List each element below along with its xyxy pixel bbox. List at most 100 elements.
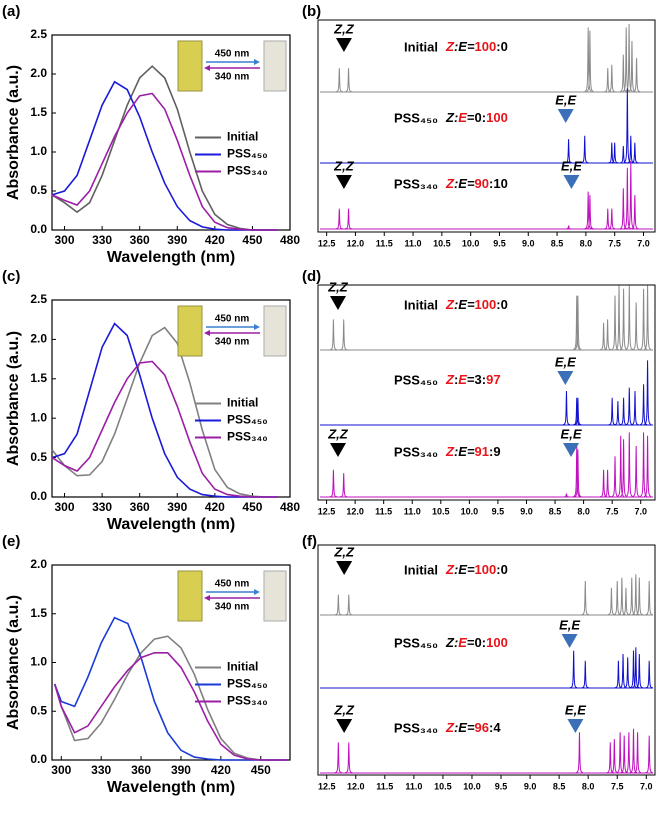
ratio-part: :E=: [454, 176, 475, 191]
trace-ratio: Z:E=96:4: [445, 720, 501, 735]
ratio-part: =0:: [467, 110, 486, 125]
nmr-peak: [643, 360, 652, 425]
x-tick-label: 360: [130, 233, 150, 247]
trace-name: PSS₄₅₀: [394, 635, 438, 650]
y-tick-label: 1.0: [30, 655, 47, 669]
marker-triangle: [329, 296, 346, 310]
ratio-part: =0:: [467, 635, 486, 650]
y-axis-title: Absorbance (a.u.): [5, 65, 22, 200]
nmr-peak: [606, 742, 614, 774]
plot-frame: [51, 34, 291, 231]
nmr-peak: [645, 735, 653, 774]
arrowhead: [204, 65, 210, 71]
absorbance-line: [51, 92, 278, 231]
y-tick-label: 1.5: [30, 606, 47, 620]
nmr-peak: [340, 473, 348, 498]
ratio-part: :0: [496, 562, 508, 577]
y-tick-label: 1.0: [30, 144, 47, 158]
nmr-peak: [570, 650, 578, 689]
x-tick-label: 360: [130, 500, 150, 514]
x-tick-label: 390: [171, 763, 191, 777]
y-tick-label: 0.5: [30, 703, 47, 717]
nmr-peak: [335, 68, 343, 93]
legend-label: Initial: [227, 660, 258, 674]
y-tick-label: 1.0: [30, 410, 47, 424]
nmr-peak: [619, 653, 627, 689]
y-tick-label: 0.5: [30, 450, 47, 464]
nmr-peak: [565, 139, 573, 164]
nmr-peak: [604, 469, 612, 498]
nmr-peak: [604, 68, 612, 93]
nmr-peak: [614, 401, 622, 426]
x-tick-label: 12.5: [318, 506, 336, 516]
inset-label: 450 nm: [215, 314, 250, 325]
nmr-peak: [619, 145, 627, 164]
x-tick-label: 12.5: [318, 238, 336, 248]
x-tick-label: 11.0: [405, 781, 422, 791]
nmr-peak: [635, 577, 643, 616]
ratio-part: =3:: [467, 372, 486, 387]
nmr-peak: [610, 738, 618, 774]
legend-label: PSS₃₄₀: [227, 694, 268, 708]
marker-triangle: [561, 634, 578, 648]
legend-label: PSS₄₅₀: [227, 147, 268, 161]
ratio-part: Z: [445, 176, 455, 191]
nmr-peak: [633, 732, 642, 774]
nmr-peak: [645, 660, 653, 689]
absorbance-line: [51, 360, 278, 498]
x-tick-label: 11.0: [404, 506, 421, 516]
arrowhead: [254, 59, 260, 65]
cuvette-photo: [177, 40, 203, 92]
nmr-peak: [631, 142, 639, 164]
nmr-peak: [620, 397, 628, 426]
nmr-peak: [623, 88, 632, 163]
nmr-peak: [623, 167, 631, 229]
nmr-peak: [625, 732, 633, 774]
marker-label: Z,Z: [333, 702, 355, 717]
nmr-peak: [340, 319, 348, 351]
absorbance-line: [51, 322, 278, 498]
x-tick-label: 8.5: [549, 506, 562, 516]
nmr-peak: [625, 387, 633, 426]
nmr-peak: [573, 295, 581, 350]
ratio-part: 100: [475, 39, 497, 54]
legend-label: Initial: [227, 130, 258, 144]
nmr-peak: [604, 319, 612, 351]
nmr-peak: [632, 647, 640, 689]
x-tick-label: 10.0: [463, 781, 481, 791]
panel-label: (a): [2, 3, 20, 20]
marker-triangle: [329, 443, 346, 457]
nmr-peak: [608, 208, 616, 230]
nmr-peak: [645, 580, 653, 616]
marker-label: Z,Z: [333, 544, 355, 559]
nmr-peak: [643, 435, 652, 497]
marker-label: Z,Z: [327, 279, 349, 294]
arrowhead: [254, 589, 260, 595]
ratio-part: E: [458, 110, 467, 125]
y-tick-label: 1.5: [30, 105, 47, 119]
nmr-peak: [611, 456, 619, 498]
x-tick-label: 300: [55, 233, 75, 247]
nmr-peak: [643, 285, 652, 350]
nmr-peak: [608, 64, 616, 93]
nmr-peak: [622, 587, 630, 616]
x-tick-label: 9.5: [493, 238, 506, 248]
marker-triangle: [563, 175, 580, 189]
legend-label: PSS₃₄₀: [227, 430, 268, 444]
ratio-part: Z:: [445, 635, 458, 650]
nmr-peak: [639, 432, 648, 497]
marker-triangle: [557, 109, 574, 123]
trace-name: PSS₃₄₀: [394, 444, 438, 459]
ratio-part: :9: [489, 444, 501, 459]
nmr-peak: [619, 188, 627, 230]
nmr-peak: [625, 285, 633, 350]
trace-name: PSS₄₅₀: [394, 372, 438, 387]
ratio-part: Z: [445, 720, 455, 735]
x-tick-label: 7.5: [608, 238, 621, 248]
ratio-part: Z: [445, 444, 455, 459]
nmr-peak: [633, 57, 641, 93]
x-tick-label: 7.0: [634, 506, 647, 516]
nmr-peak: [335, 208, 343, 230]
plot-frame: [51, 299, 291, 498]
nmr-peak: [625, 23, 633, 92]
